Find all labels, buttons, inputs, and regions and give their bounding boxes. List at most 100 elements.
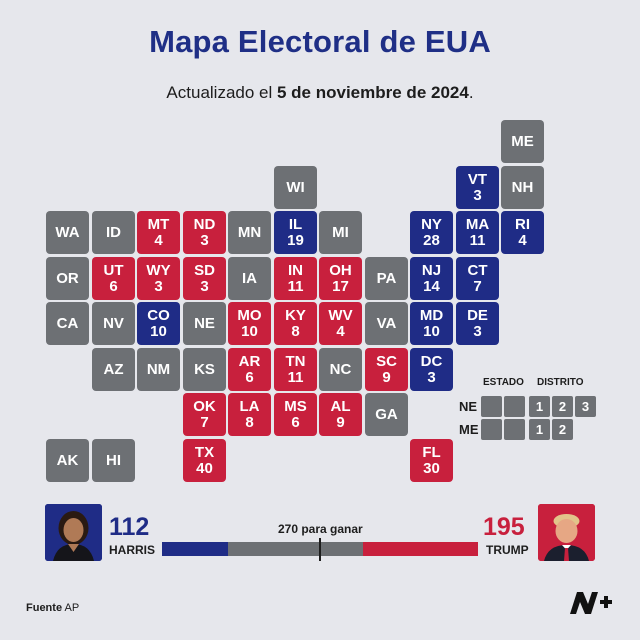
state-abbr: WI — [286, 178, 305, 196]
legend-state-box-ne-2 — [504, 396, 525, 417]
state-tile-ia: IA — [228, 257, 271, 300]
source-label: Fuente — [26, 602, 63, 614]
state-tile-nd: ND 3 — [183, 211, 226, 254]
state-tile-md: MD 10 — [410, 302, 453, 345]
state-abbr: FL — [422, 443, 441, 461]
state-tile-ak: AK — [46, 439, 89, 482]
page-title: Mapa Electoral de EUA — [149, 24, 491, 59]
state-abbr: RI — [515, 215, 530, 233]
state-electoral-votes: 3 — [154, 277, 163, 295]
state-abbr: AL — [330, 397, 351, 415]
legend-state-box-me — [481, 419, 502, 440]
state-electoral-votes: 19 — [287, 231, 304, 249]
state-electoral-votes: 8 — [291, 322, 300, 340]
nplus-logo-icon — [570, 592, 612, 614]
state-abbr: IA — [242, 269, 257, 287]
state-abbr: IL — [288, 215, 303, 233]
state-abbr: WA — [55, 223, 80, 241]
state-abbr: WV — [328, 306, 353, 324]
state-abbr: AK — [56, 451, 79, 469]
state-abbr: TN — [285, 352, 306, 370]
state-tile-az: AZ — [92, 348, 135, 391]
state-abbr: NM — [146, 360, 171, 378]
state-abbr: MI — [332, 223, 349, 241]
legend-district-ne-3: 3 — [575, 396, 596, 417]
legend-distrito-header: DISTRITO — [537, 377, 584, 388]
state-tile-mn: MN — [228, 211, 271, 254]
state-abbr: KS — [194, 360, 215, 378]
state-electoral-votes: 4 — [336, 322, 345, 340]
source-value: AP — [64, 602, 80, 614]
state-tile-la: LA 8 — [228, 393, 271, 436]
state-tile-tn: TN 11 — [274, 348, 317, 391]
subtitle-date: 5 de noviembre de 2024 — [277, 83, 469, 102]
state-abbr: NH — [511, 178, 534, 196]
state-abbr: TX — [194, 443, 215, 461]
state-electoral-votes: 6 — [109, 277, 118, 295]
state-tile-ma: MA 11 — [456, 211, 499, 254]
state-tile-pa: PA — [365, 257, 408, 300]
to-win-marker — [319, 538, 321, 561]
state-electoral-votes: 30 — [423, 459, 440, 477]
state-electoral-votes: 7 — [200, 413, 209, 431]
state-tile-nj: NJ 14 — [410, 257, 453, 300]
state-electoral-votes: 3 — [473, 186, 482, 204]
state-electoral-votes: 10 — [241, 322, 258, 340]
state-abbr: MO — [237, 306, 262, 324]
state-abbr: MS — [284, 397, 307, 415]
state-electoral-votes: 3 — [427, 368, 436, 386]
state-tile-ar: AR 6 — [228, 348, 271, 391]
state-electoral-votes: 3 — [473, 322, 482, 340]
to-win-label: 270 para ganar — [278, 522, 363, 536]
state-tile-wa: WA — [46, 211, 89, 254]
electoral-bar-democrat — [162, 542, 228, 556]
state-abbr: OK — [193, 397, 216, 415]
page-subtitle: Actualizado el 5 de noviembre de 2024. — [0, 83, 640, 103]
state-abbr: PA — [376, 269, 397, 287]
state-tile-in: IN 11 — [274, 257, 317, 300]
state-abbr: DE — [467, 306, 488, 324]
state-abbr: ND — [193, 215, 216, 233]
state-tile-sd: SD 3 — [183, 257, 226, 300]
state-tile-dc: DC 3 — [410, 348, 453, 391]
state-tile-ne: NE — [183, 302, 226, 345]
state-abbr: IN — [288, 261, 303, 279]
state-tile-wi: WI — [274, 166, 317, 209]
state-abbr: KY — [285, 306, 306, 324]
state-tile-wv: WV 4 — [319, 302, 362, 345]
state-tile-nh: NH — [501, 166, 544, 209]
legend-state-box-me-2 — [504, 419, 525, 440]
state-tile-de: DE 3 — [456, 302, 499, 345]
state-abbr: VA — [376, 314, 397, 332]
legend-estado-header: ESTADO — [483, 377, 524, 388]
state-tile-il: IL 19 — [274, 211, 317, 254]
state-tile-va: VA — [365, 302, 408, 345]
trump-photo — [538, 504, 595, 561]
state-abbr: OR — [56, 269, 79, 287]
harris-name: HARRIS — [109, 543, 156, 557]
state-electoral-votes: 17 — [332, 277, 349, 295]
state-abbr: ID — [106, 223, 121, 241]
state-electoral-votes: 11 — [287, 277, 304, 295]
subtitle-prefix: Actualizado el — [166, 83, 277, 102]
legend-district-me-1: 1 — [529, 419, 550, 440]
state-tile-ok: OK 7 — [183, 393, 226, 436]
harris-portrait-icon — [45, 504, 102, 561]
state-tile-tx: TX 40 — [183, 439, 226, 482]
state-abbr: GA — [375, 405, 398, 423]
state-abbr: CT — [467, 261, 488, 279]
state-abbr: DC — [420, 352, 443, 370]
state-abbr: NV — [103, 314, 124, 332]
state-abbr: AR — [238, 352, 261, 370]
state-abbr: NJ — [421, 261, 442, 279]
state-electoral-votes: 3 — [200, 277, 209, 295]
state-electoral-votes: 9 — [336, 413, 345, 431]
state-abbr: UT — [103, 261, 124, 279]
state-tile-sc: SC 9 — [365, 348, 408, 391]
state-abbr: SD — [194, 261, 215, 279]
state-tile-al: AL 9 — [319, 393, 362, 436]
state-abbr: ME — [511, 132, 534, 150]
state-electoral-votes: 4 — [518, 231, 527, 249]
state-abbr: MA — [465, 215, 490, 233]
state-tile-id: ID — [92, 211, 135, 254]
